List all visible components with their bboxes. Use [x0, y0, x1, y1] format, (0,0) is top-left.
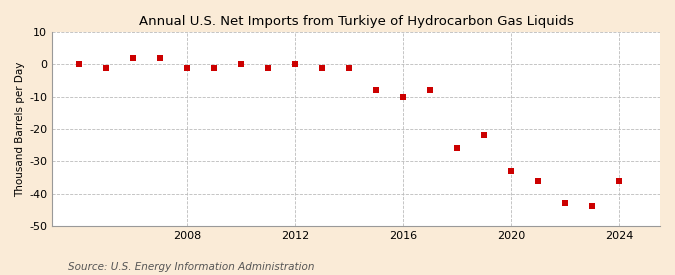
- Text: Source: U.S. Energy Information Administration: Source: U.S. Energy Information Administ…: [68, 262, 314, 272]
- Y-axis label: Thousand Barrels per Day: Thousand Barrels per Day: [15, 61, 25, 197]
- Title: Annual U.S. Net Imports from Turkiye of Hydrocarbon Gas Liquids: Annual U.S. Net Imports from Turkiye of …: [138, 15, 574, 28]
